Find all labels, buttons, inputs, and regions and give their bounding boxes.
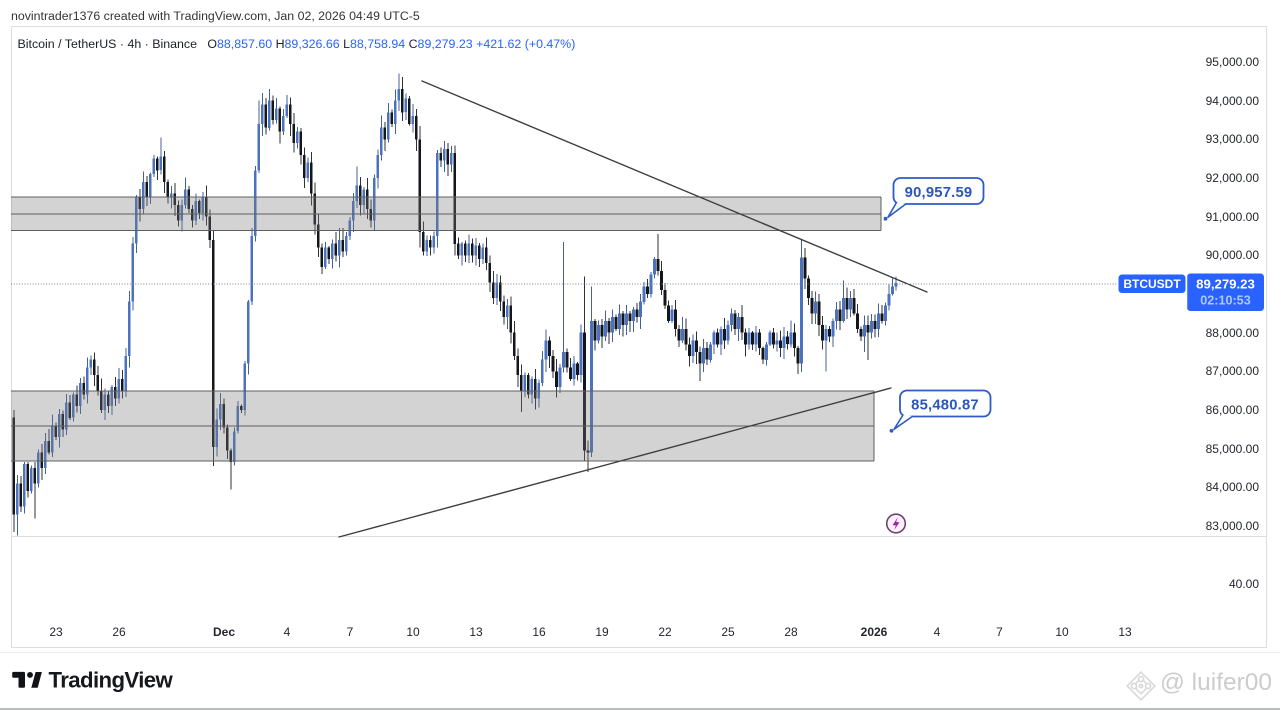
svg-text:BTCUSDT: BTCUSDT	[1123, 277, 1181, 291]
svg-text:89,279.23: 89,279.23	[1196, 277, 1255, 292]
svg-text:90,957.59: 90,957.59	[905, 185, 973, 201]
svg-text:02:10:53: 02:10:53	[1200, 294, 1250, 308]
svg-text:85,480.87: 85,480.87	[911, 398, 979, 414]
svg-text:TradingView: TradingView	[49, 668, 174, 693]
